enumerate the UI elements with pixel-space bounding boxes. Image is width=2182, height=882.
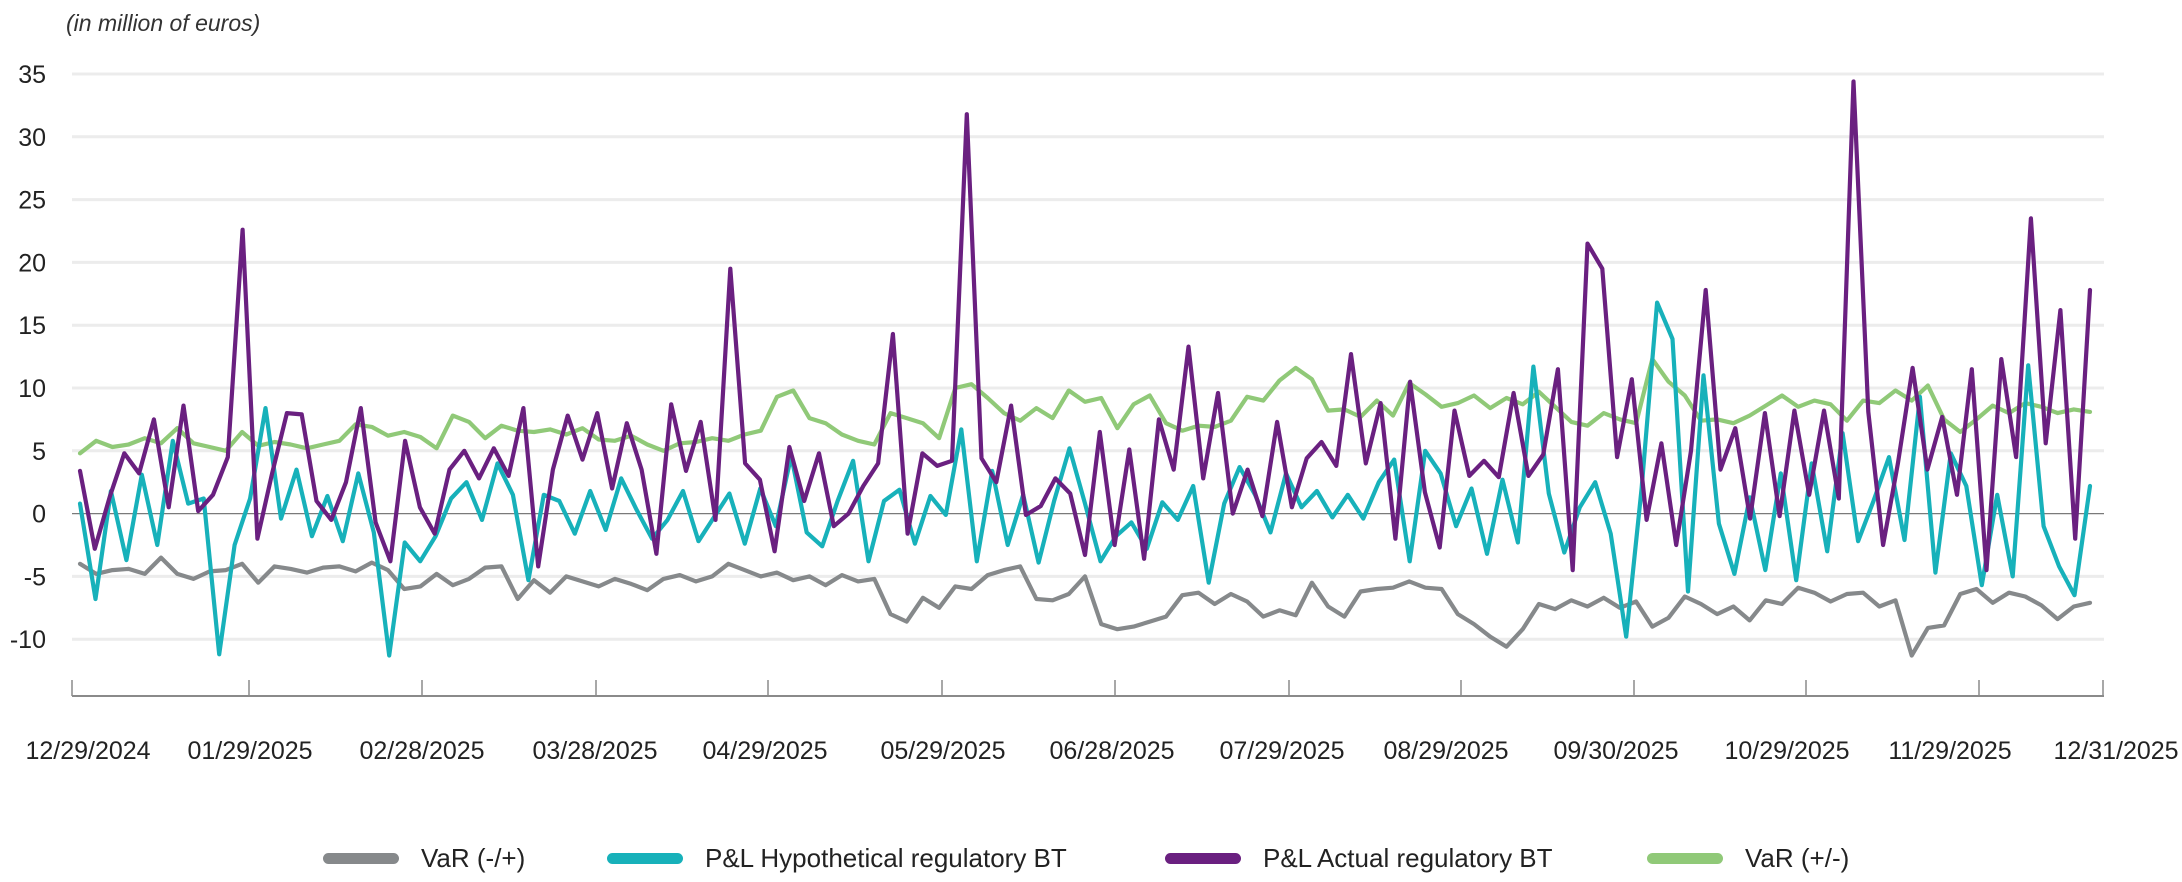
x-tick-label: 01/29/2025 [187,737,312,765]
x-tick-label: 08/29/2025 [1383,737,1508,765]
x-tick-label: 09/30/2025 [1553,737,1678,765]
y-tick-label: 30 [18,124,46,152]
x-tick-label: 04/29/2025 [702,737,827,765]
var-minus-line [77,555,2093,658]
legend-swatch-var-plus [1647,852,1723,864]
legend-label: VaR (+/-) [1745,842,1850,873]
unit-label: (in million of euros) [66,10,261,36]
y-tick-label: 25 [18,187,46,215]
x-tick-label: 07/29/2025 [1219,737,1344,765]
legend-label: VaR (-/+) [421,842,526,873]
x-tick-label: 03/28/2025 [532,737,657,765]
legend: VaR (-/+) P&L Hypothetical regulatory BT… [0,838,2182,878]
x-tick-label: 12/29/2024 [25,737,150,765]
legend-swatch-var-minus [323,852,399,864]
y-tick-label: 0 [32,501,46,529]
y-tick-label: 15 [18,312,46,340]
y-tick-label: 35 [18,61,46,89]
x-tick-label: 11/29/2025 [1888,737,2011,765]
legend-label: P&L Hypothetical regulatory BT [705,842,1067,873]
x-axis: 12/29/2024 01/29/2025 02/28/2025 03/28/2025… [25,680,2179,765]
legend-item-pl-actual: P&L Actual regulatory BT [1165,838,1553,878]
legend-swatch-pl-hypothetical [607,852,683,864]
y-tick-label: 5 [32,438,46,466]
legend-label: P&L Actual regulatory BT [1263,842,1553,873]
pl-hypothetical-line [77,300,2093,658]
y-tick-label: 20 [18,249,46,277]
x-tick-label: 02/28/2025 [359,737,484,765]
y-tick-label: -10 [10,626,46,654]
series-lines [77,79,2093,658]
x-tick-label: 06/28/2025 [1049,737,1174,765]
y-tick-label: -5 [24,563,46,591]
legend-item-pl-hypothetical: P&L Hypothetical regulatory BT [607,838,1067,878]
x-tick-label: 12/31/2025 [2053,737,2178,765]
x-tick-label: 10/29/2025 [1724,737,1849,765]
x-tick-label: 05/29/2025 [880,737,1005,765]
legend-swatch-pl-actual [1165,852,1241,864]
var-plus-line [77,357,2093,456]
gridlines [72,72,2104,641]
y-tick-label: 10 [18,375,46,403]
legend-item-var-minus: VaR (-/+) [323,838,525,878]
y-axis-ticks: 35 30 25 20 15 10 5 0 -5 -10 [10,61,46,654]
line-chart: 35 30 25 20 15 10 5 0 -5 -10 12/29/2024 01/29/2025… [10,61,2179,765]
pl-actual-line [77,79,2093,573]
legend-item-var-plus: VaR (+/-) [1647,838,1849,878]
